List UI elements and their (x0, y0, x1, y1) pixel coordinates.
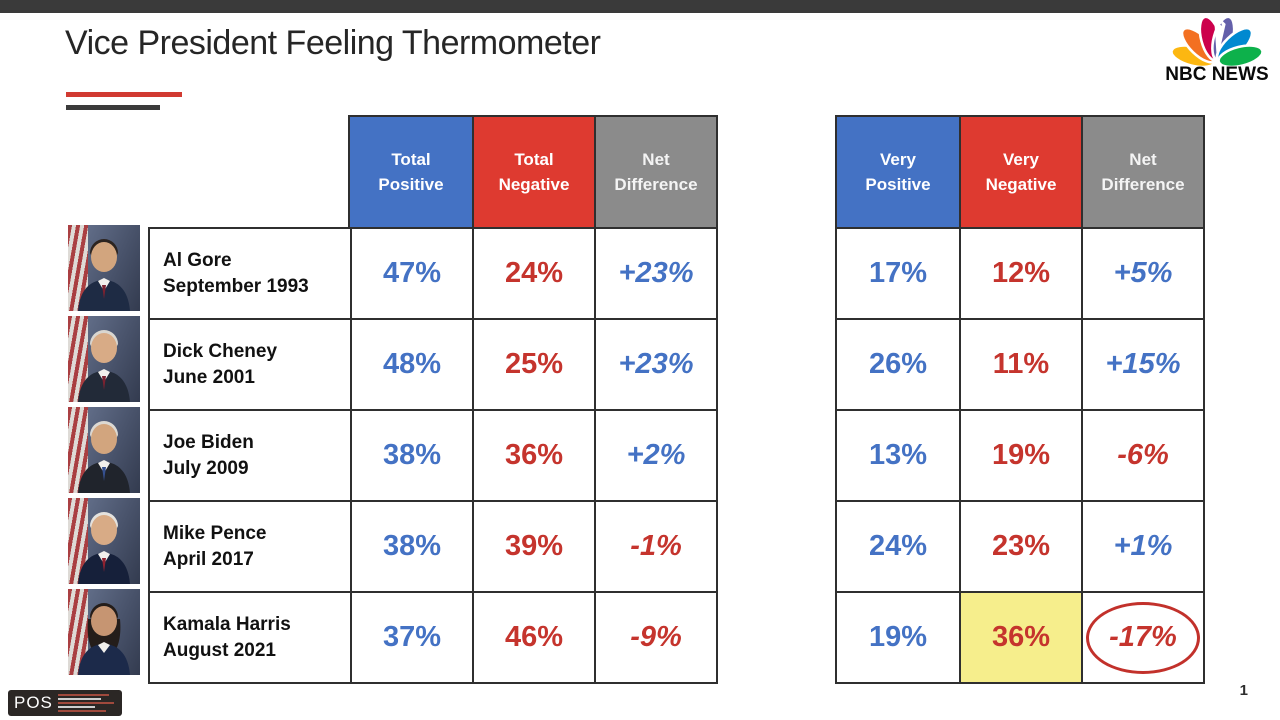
top-accent-bar (0, 0, 1280, 13)
poll-date: September 1993 (163, 275, 309, 297)
poll-date: August 2021 (163, 639, 276, 661)
net-difference-value: -9% (594, 593, 716, 682)
left-table: Al Gore September 1993 47% 24% +23% Dick… (148, 227, 718, 684)
net-difference-value: +5% (1081, 229, 1203, 318)
person-name: Mike Pence (163, 522, 267, 544)
total-negative-value: 39% (472, 502, 594, 591)
column-header-net-difference-left: Net Difference (594, 117, 716, 227)
very-negative-value: 19% (959, 411, 1081, 500)
very-negative-value: 11% (959, 320, 1081, 409)
very-negative-value: 23% (959, 502, 1081, 591)
very-positive-value: 13% (837, 411, 959, 500)
table-row: 19% 36% -17% (837, 591, 1203, 682)
title-underline-dark (66, 105, 160, 110)
person-name: Dick Cheney (163, 340, 278, 362)
table-row: Joe Biden July 2009 38% 36% +2% (150, 409, 716, 500)
total-positive-value: 38% (350, 502, 472, 591)
pos-stripes-icon (57, 694, 116, 712)
net-difference-value: +2% (594, 411, 716, 500)
row-label-cell: Mike Pence April 2017 (150, 502, 350, 591)
poll-date: April 2017 (163, 548, 254, 570)
pos-wordmark: POS (14, 693, 53, 712)
column-header-net-difference-right: Net Difference (1081, 117, 1203, 227)
portrait-kamala-harris (68, 589, 140, 675)
net-difference-value: +15% (1081, 320, 1203, 409)
total-negative-value: 36% (472, 411, 594, 500)
total-negative-value: 46% (472, 593, 594, 682)
total-positive-value: 47% (350, 229, 472, 318)
column-header-total-negative: Total Negative (472, 117, 594, 227)
nbc-news-wordmark: NBC NEWS (1165, 64, 1269, 85)
net-difference-value: +1% (1081, 502, 1203, 591)
person-name: Al Gore (163, 249, 232, 271)
portrait-mike-pence (68, 498, 140, 584)
row-label-cell: Kamala Harris August 2021 (150, 593, 350, 682)
poll-date: July 2009 (163, 457, 249, 479)
row-label-cell: Al Gore September 1993 (150, 229, 350, 318)
page-title: Vice President Feeling Thermometer (65, 24, 601, 62)
poll-date: June 2001 (163, 366, 255, 388)
total-positive-value: 48% (350, 320, 472, 409)
table-row: 26% 11% +15% (837, 318, 1203, 409)
person-name: Kamala Harris (163, 613, 291, 635)
portrait-al-gore (68, 225, 140, 311)
total-negative-value: 24% (472, 229, 594, 318)
right-table: 17% 12% +5% 26% 11% +15% 13% 19% -6% 24%… (835, 227, 1205, 684)
column-header-total-positive: Total Positive (350, 117, 472, 227)
net-difference-cell-circled: -17% (1081, 593, 1203, 682)
very-positive-value: 26% (837, 320, 959, 409)
right-table-header: Very Positive Very Negative Net Differen… (835, 115, 1205, 227)
row-label-cell: Dick Cheney June 2001 (150, 320, 350, 409)
total-negative-value: 25% (472, 320, 594, 409)
very-positive-value: 17% (837, 229, 959, 318)
total-positive-value: 37% (350, 593, 472, 682)
nbc-news-logo: NBC NEWS (1158, 8, 1276, 88)
net-difference-value: +23% (594, 320, 716, 409)
column-header-very-positive: Very Positive (837, 117, 959, 227)
row-label-cell: Joe Biden July 2009 (150, 411, 350, 500)
total-positive-value: 38% (350, 411, 472, 500)
very-negative-value: 12% (959, 229, 1081, 318)
left-table-header: Total Positive Total Negative Net Differ… (348, 115, 718, 227)
table-row: 17% 12% +5% (837, 229, 1203, 318)
pos-logo: POS (8, 690, 122, 716)
column-header-very-negative: Very Negative (959, 117, 1081, 227)
net-difference-value: -1% (594, 502, 716, 591)
net-difference-value: +23% (594, 229, 716, 318)
portrait-joe-biden (68, 407, 140, 493)
nbc-peacock-icon (1170, 15, 1264, 66)
net-difference-value: -17% (1109, 621, 1177, 653)
table-row: Kamala Harris August 2021 37% 46% -9% (150, 591, 716, 682)
page-number: 1 (1239, 682, 1248, 699)
table-row: 24% 23% +1% (837, 500, 1203, 591)
portrait-dick-cheney (68, 316, 140, 402)
net-difference-value: -6% (1081, 411, 1203, 500)
very-negative-value-highlighted: 36% (959, 593, 1081, 682)
very-positive-value: 24% (837, 502, 959, 591)
table-row: Al Gore September 1993 47% 24% +23% (150, 229, 716, 318)
title-underline-red (66, 92, 182, 97)
person-name: Joe Biden (163, 431, 254, 453)
red-circle-annotation: -17% (1086, 601, 1200, 674)
very-positive-value: 19% (837, 593, 959, 682)
table-row: Dick Cheney June 2001 48% 25% +23% (150, 318, 716, 409)
table-row: Mike Pence April 2017 38% 39% -1% (150, 500, 716, 591)
table-row: 13% 19% -6% (837, 409, 1203, 500)
